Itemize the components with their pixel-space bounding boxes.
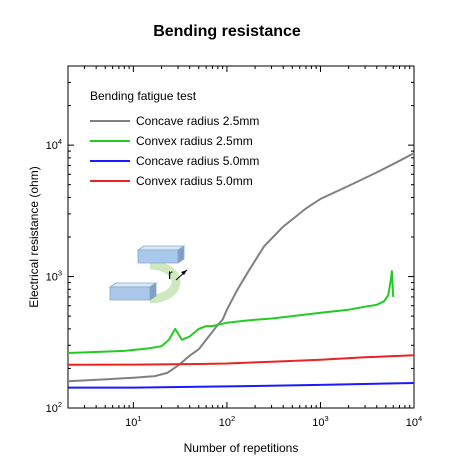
radius-arrow-head bbox=[181, 270, 187, 275]
lower-block-side bbox=[149, 282, 157, 301]
series-line-3 bbox=[68, 382, 415, 389]
legend-title: Bending fatigue test bbox=[90, 89, 197, 103]
series-lines bbox=[67, 152, 415, 389]
series-line-1 bbox=[67, 152, 415, 383]
y-tick-label: 102 bbox=[46, 400, 62, 415]
axis-tick-labels: 101 102 103 104 102 103 104 bbox=[46, 137, 423, 429]
bent-film-shape bbox=[149, 260, 181, 304]
legend-entries: Concave radius 2.5mm Convex radius 2.5mm C… bbox=[90, 114, 259, 188]
x-tick-label: 101 bbox=[125, 414, 141, 429]
x-tick-label: 104 bbox=[406, 414, 422, 429]
series-line-4 bbox=[67, 354, 415, 366]
lower-block-front bbox=[109, 286, 151, 301]
legend-label: Convex radius 2.5mm bbox=[136, 134, 253, 148]
legend: Bending fatigue test Concave radius 2.5m… bbox=[90, 89, 259, 188]
y-tick-label: 103 bbox=[46, 269, 62, 284]
x-tick-label: 103 bbox=[312, 414, 328, 429]
lower-block-top bbox=[108, 282, 158, 288]
axis-ticks bbox=[67, 65, 415, 409]
x-tick-label: 102 bbox=[219, 414, 235, 429]
chart-title: Bending resistance bbox=[153, 23, 301, 40]
y-tick-label: 104 bbox=[46, 137, 62, 152]
x-axis-label: Number of repetitions bbox=[184, 441, 299, 455]
radius-label: r bbox=[168, 266, 173, 282]
upper-block-front bbox=[137, 249, 179, 264]
legend-label: Concave radius 2.5mm bbox=[136, 114, 259, 128]
legend-label: Concave radius 5.0mm bbox=[136, 154, 259, 168]
upper-block-side bbox=[177, 245, 185, 264]
legend-label: Convex radius 5.0mm bbox=[136, 174, 253, 188]
y-axis-label: Electrical resistance (ohm) bbox=[27, 166, 41, 307]
bending-inset-illustration: r bbox=[108, 245, 188, 304]
upper-block-top bbox=[136, 245, 186, 251]
series-line-2 bbox=[67, 270, 395, 354]
